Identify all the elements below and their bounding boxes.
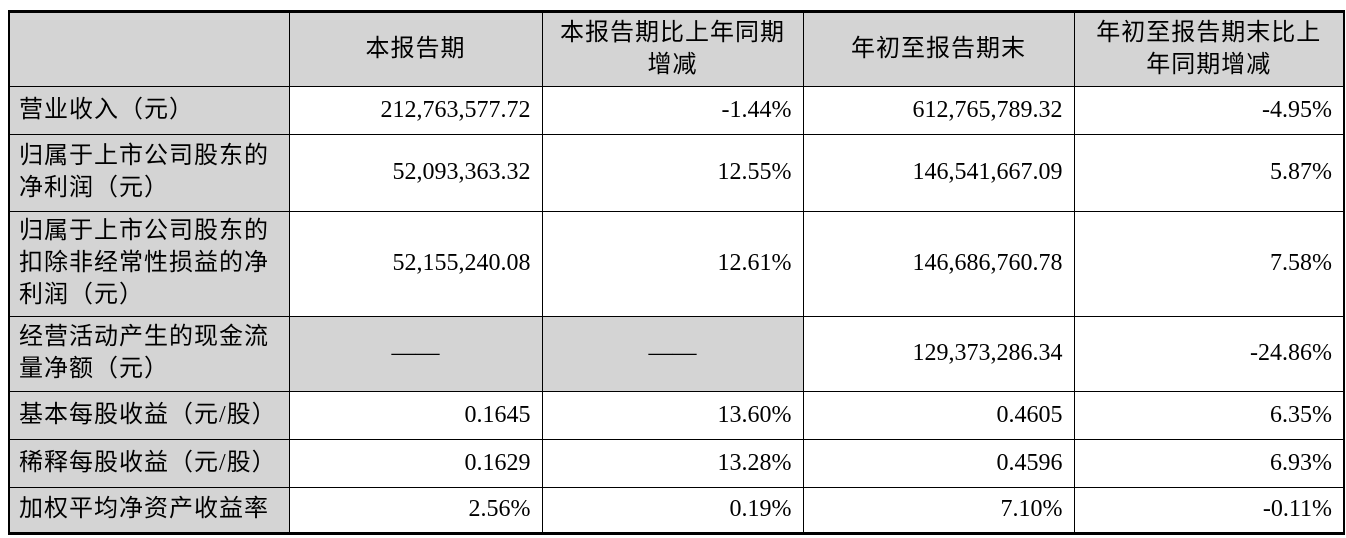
data-cell: 12.61% (541, 211, 804, 317)
data-cell-dash: —— (288, 316, 543, 392)
row-label: 经营活动产生的现金流 量净额（元） (8, 316, 290, 392)
header-cell-year-to-date-yoy-change: 年初至报告期末比上 年同期增减 (1073, 11, 1345, 87)
row-label: 归属于上市公司股东的 扣除非经常性损益的净 利润（元） (8, 211, 290, 317)
data-cell-dash: —— (541, 316, 804, 392)
data-cell: 212,763,577.72 (288, 86, 543, 135)
row-label: 归属于上市公司股东的 净利润（元） (8, 134, 290, 212)
data-cell: 146,686,760.78 (802, 211, 1075, 317)
data-cell: 129,373,286.34 (802, 316, 1075, 392)
data-cell: 2.56% (288, 487, 543, 534)
table-row-operating-cash-flow: 经营活动产生的现金流 量净额（元） —— —— 129,373,286.34 -… (8, 316, 1345, 392)
table-row-net-profit-excl-nonrecurring: 归属于上市公司股东的 扣除非经常性损益的净 利润（元） 52,155,240.0… (8, 211, 1345, 317)
header-cell-current-period: 本报告期 (288, 11, 543, 87)
header-cell-current-period-yoy-change: 本报告期比上年同期 增减 (541, 11, 804, 87)
row-label: 营业收入（元） (8, 86, 290, 135)
data-cell: 7.10% (802, 487, 1075, 534)
table-header-row: 本报告期 本报告期比上年同期 增减 年初至报告期末 年初至报告期末比上 年同期增… (8, 11, 1345, 87)
data-cell: 0.1629 (288, 439, 543, 488)
row-label: 加权平均净资产收益率 (8, 487, 290, 534)
data-cell: -1.44% (541, 86, 804, 135)
data-cell: -4.95% (1073, 86, 1345, 135)
row-label: 基本每股收益（元/股） (8, 391, 290, 440)
data-cell: 612,765,789.32 (802, 86, 1075, 135)
data-cell: 52,093,363.32 (288, 134, 543, 212)
table-row-operating-revenue: 营业收入（元） 212,763,577.72 -1.44% 612,765,78… (8, 86, 1345, 135)
data-cell: 0.4605 (802, 391, 1075, 440)
data-cell: 13.28% (541, 439, 804, 488)
data-cell: 0.4596 (802, 439, 1075, 488)
table-row-net-profit-attributable: 归属于上市公司股东的 净利润（元） 52,093,363.32 12.55% 1… (8, 134, 1345, 212)
header-cell-blank (8, 11, 290, 87)
data-cell: 5.87% (1073, 134, 1345, 212)
table-row-weighted-avg-roe: 加权平均净资产收益率 2.56% 0.19% 7.10% -0.11% (8, 487, 1345, 534)
table-row-diluted-eps: 稀释每股收益（元/股） 0.1629 13.28% 0.4596 6.93% (8, 439, 1345, 488)
data-cell: 0.1645 (288, 391, 543, 440)
data-cell: 146,541,667.09 (802, 134, 1075, 212)
financial-summary-table: 本报告期 本报告期比上年同期 增减 年初至报告期末 年初至报告期末比上 年同期增… (8, 10, 1345, 535)
data-cell: 52,155,240.08 (288, 211, 543, 317)
header-cell-year-to-date: 年初至报告期末 (802, 11, 1075, 87)
data-cell: 6.93% (1073, 439, 1345, 488)
data-cell: 6.35% (1073, 391, 1345, 440)
data-cell: -0.11% (1073, 487, 1345, 534)
data-cell: 13.60% (541, 391, 804, 440)
data-cell: 12.55% (541, 134, 804, 212)
data-cell: 0.19% (541, 487, 804, 534)
data-cell: 7.58% (1073, 211, 1345, 317)
table-row-basic-eps: 基本每股收益（元/股） 0.1645 13.60% 0.4605 6.35% (8, 391, 1345, 440)
row-label: 稀释每股收益（元/股） (8, 439, 290, 488)
data-cell: -24.86% (1073, 316, 1345, 392)
